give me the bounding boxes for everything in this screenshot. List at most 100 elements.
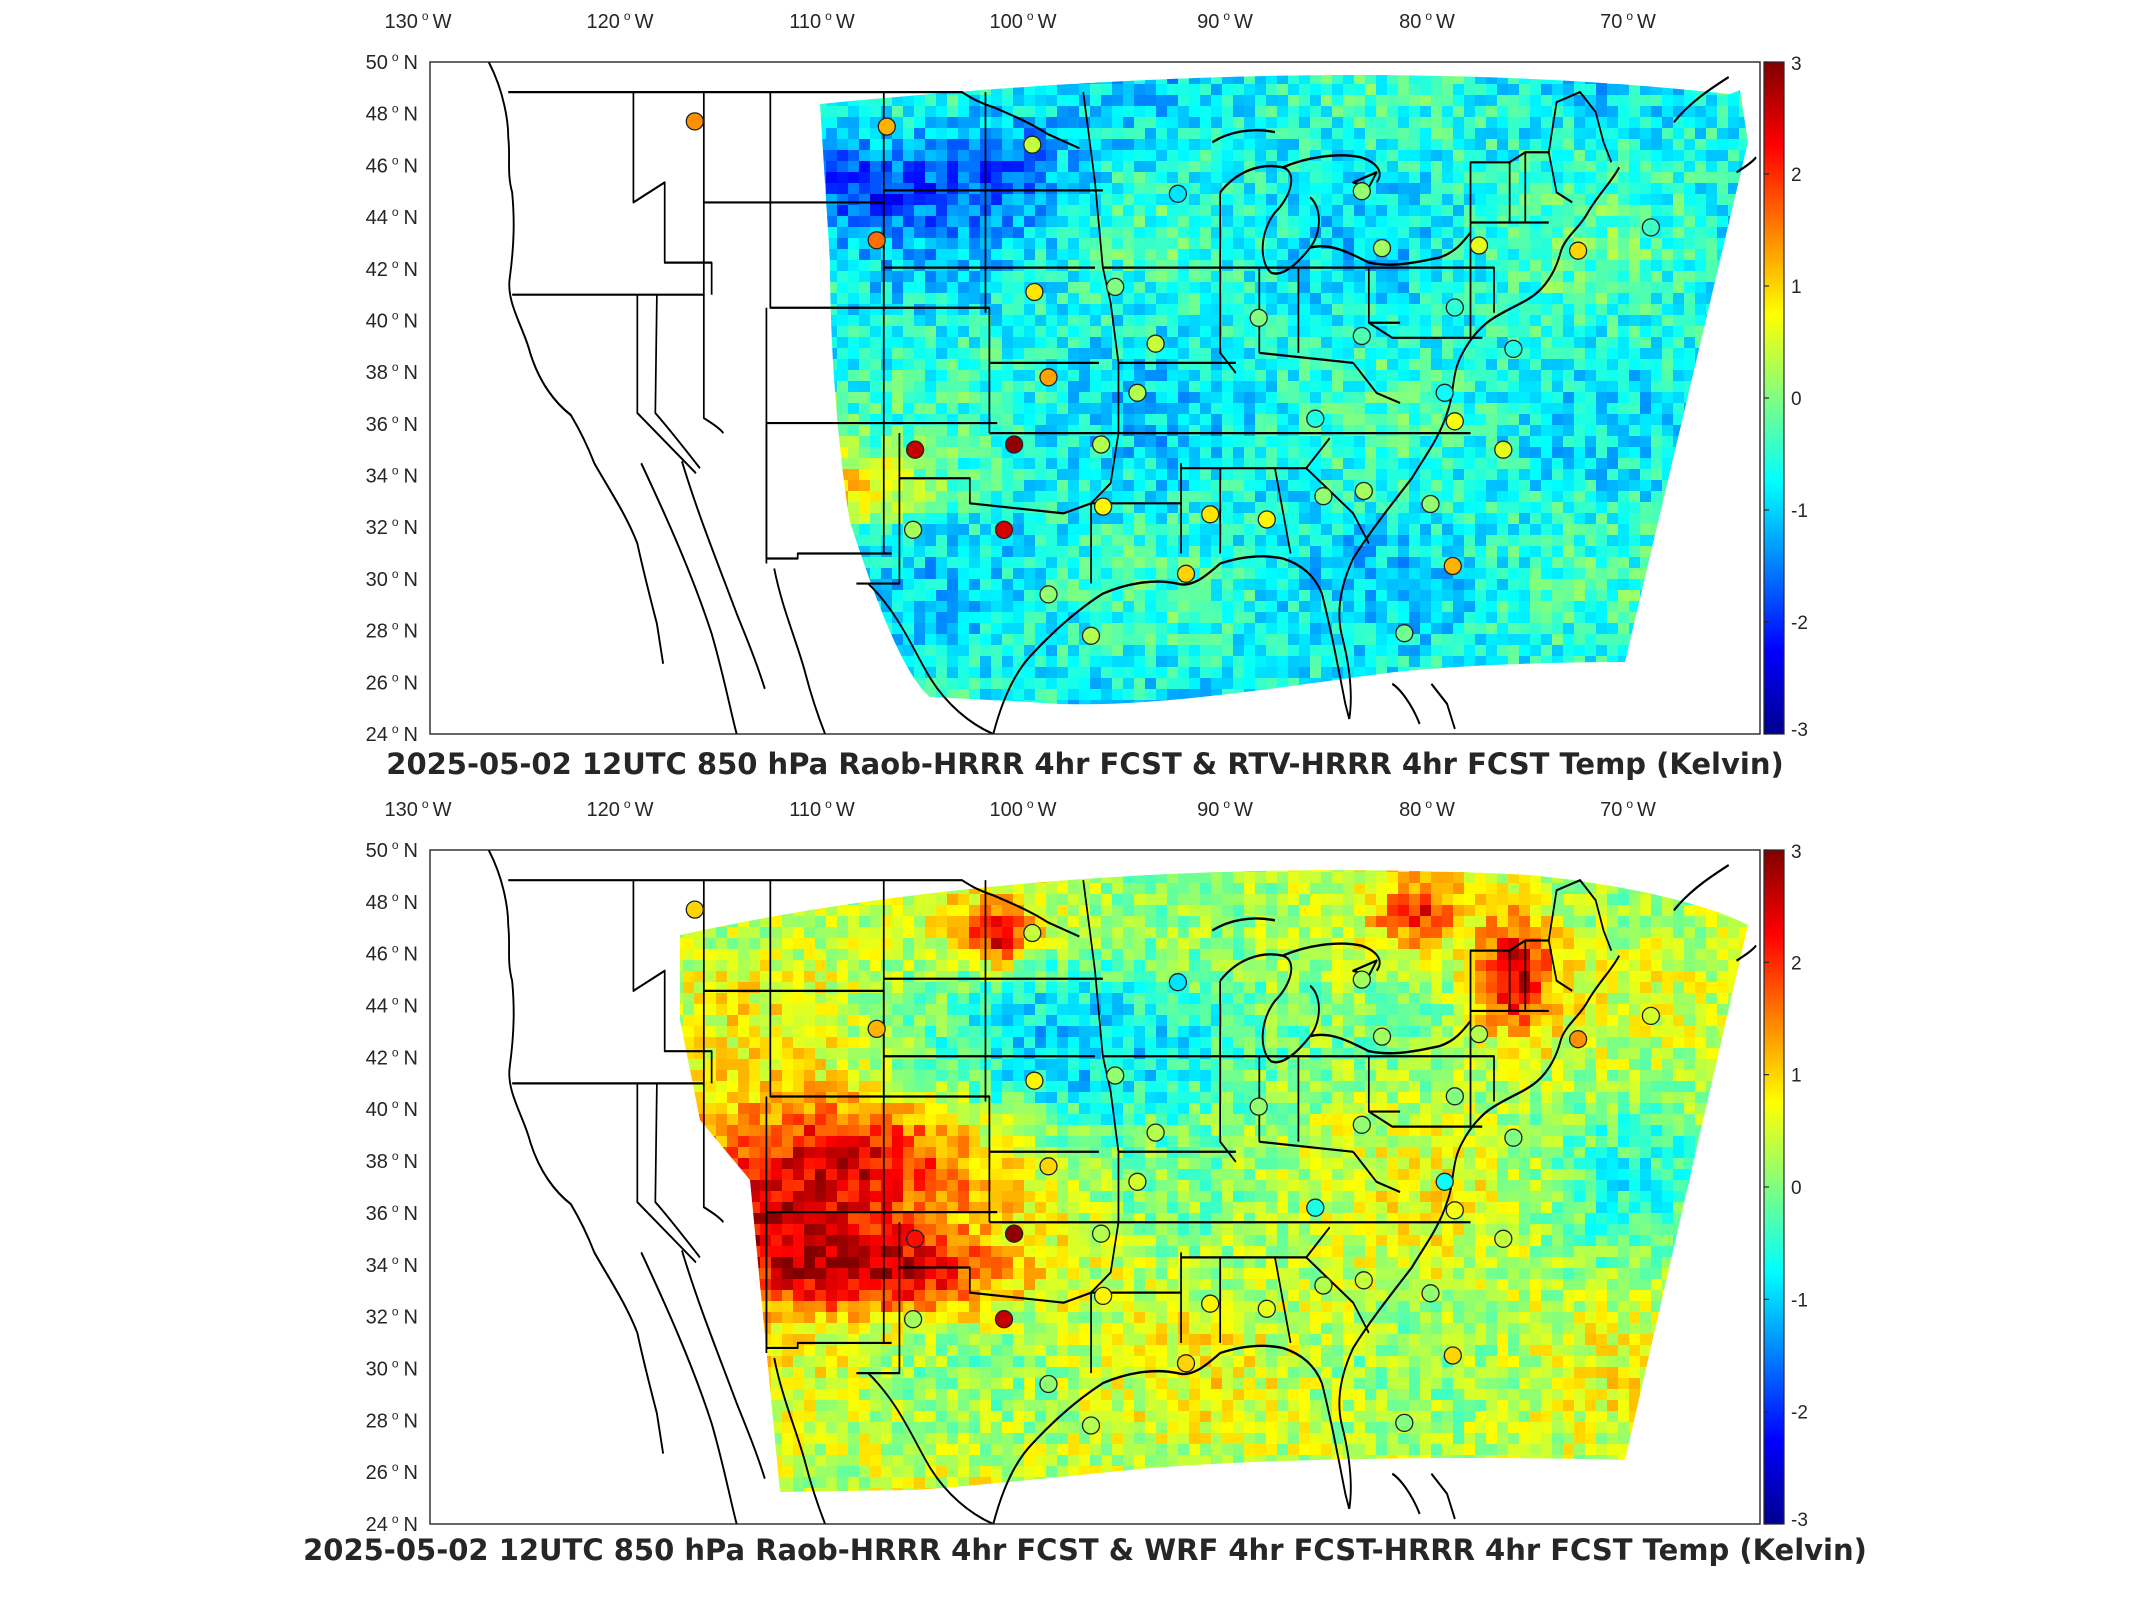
colorbar-tick-label: 0 bbox=[1791, 1178, 1802, 1199]
lat-label: 42 o N bbox=[366, 257, 418, 281]
raob-station-marker bbox=[1039, 1157, 1058, 1176]
raob-station-marker bbox=[1081, 626, 1101, 645]
lon-label: 80 o W bbox=[1399, 797, 1455, 821]
lon-label: 110 o W bbox=[789, 797, 855, 821]
raob-station-marker bbox=[1146, 334, 1165, 353]
lat-label: 26 o N bbox=[366, 670, 418, 694]
lat-label: 28 o N bbox=[366, 1408, 418, 1432]
lat-label: 44 o N bbox=[366, 205, 418, 229]
lat-label: 40 o N bbox=[366, 309, 418, 333]
raob-station-marker bbox=[1568, 1030, 1588, 1049]
lon-label: 120 o W bbox=[587, 797, 654, 821]
raob-station-marker bbox=[903, 1310, 923, 1329]
raob-station-marker bbox=[1168, 184, 1188, 203]
raob-station-marker bbox=[1443, 1346, 1462, 1365]
raob-station-marker bbox=[1352, 326, 1371, 346]
lon-label: 130 o W bbox=[385, 9, 452, 33]
lat-label: 30 o N bbox=[366, 1357, 418, 1381]
colorbar-tick-label: -3 bbox=[1791, 1510, 1808, 1531]
lat-label: 30 o N bbox=[366, 567, 418, 591]
colorbar-tick-label: 2 bbox=[1791, 953, 1802, 974]
raob-station-marker bbox=[994, 520, 1014, 539]
raob-station-marker bbox=[1093, 1286, 1113, 1306]
lat-label: 46 o N bbox=[366, 942, 418, 966]
raob-station-marker bbox=[1257, 510, 1276, 529]
raob-station-marker bbox=[1395, 624, 1414, 643]
lat-label: 24 o N bbox=[366, 722, 418, 746]
map-panel-bottom: 130 o W 120 o W 110 o W 100 o W 90 o W 80 o W 70 o W 5… bbox=[303, 797, 1867, 1567]
raob-station-marker bbox=[1081, 1416, 1101, 1435]
raob-station-marker bbox=[1445, 412, 1464, 431]
raob-station-marker bbox=[1421, 1284, 1440, 1303]
raob-station-marker bbox=[1314, 487, 1333, 506]
raob-station-marker bbox=[1106, 1066, 1125, 1085]
lat-label: 46 o N bbox=[366, 153, 418, 177]
raob-station-marker bbox=[1568, 241, 1588, 260]
raob-station-marker bbox=[1354, 481, 1373, 501]
raob-stations bbox=[685, 112, 1661, 645]
raob-station-marker bbox=[1039, 1374, 1058, 1394]
map-title: 2025-05-02 12UTC 850 hPa Raob-HRRR 4hr F… bbox=[303, 1533, 1867, 1567]
raob-station-marker bbox=[1352, 1115, 1371, 1134]
lat-label: 40 o N bbox=[366, 1097, 418, 1121]
lat-label: 38 o N bbox=[366, 360, 418, 384]
lat-label: 28 o N bbox=[366, 619, 418, 643]
raob-station-marker bbox=[1249, 308, 1268, 328]
map-title: 2025-05-02 12UTC 850 hPa Raob-HRRR 4hr F… bbox=[386, 747, 1783, 781]
raob-station-marker bbox=[1445, 1087, 1464, 1106]
raob-station-marker bbox=[1641, 1006, 1661, 1026]
lat-label: 36 o N bbox=[366, 412, 418, 436]
lon-label: 80 o W bbox=[1399, 9, 1455, 33]
raob-station-marker bbox=[905, 1229, 925, 1248]
raob-station-marker bbox=[685, 900, 704, 919]
colorbar-tick-label: -3 bbox=[1791, 720, 1808, 741]
raob-station-marker bbox=[1176, 1354, 1196, 1373]
raob-station-marker bbox=[1352, 182, 1371, 201]
raob-station-marker bbox=[877, 117, 896, 136]
lon-label: 70 o W bbox=[1600, 797, 1656, 821]
raob-station-marker bbox=[1023, 135, 1042, 154]
raob-station-marker bbox=[1504, 1128, 1523, 1147]
lon-label: 130 o W bbox=[385, 797, 452, 821]
raob-station-marker bbox=[1494, 1229, 1513, 1248]
raob-station-marker bbox=[1023, 923, 1042, 943]
raob-station-marker bbox=[1504, 339, 1523, 359]
raob-station-marker bbox=[1372, 1027, 1392, 1046]
lat-label: 48 o N bbox=[366, 102, 418, 126]
raob-station-marker bbox=[1093, 497, 1113, 516]
raob-station-marker bbox=[905, 440, 925, 459]
lat-label: 36 o N bbox=[366, 1201, 418, 1225]
raob-station-marker bbox=[1257, 1299, 1276, 1318]
raob-station-marker bbox=[1445, 298, 1464, 317]
colorbar-tick-label: 1 bbox=[1791, 277, 1802, 298]
raob-station-marker bbox=[1469, 236, 1489, 255]
raob-station-marker bbox=[1004, 1224, 1024, 1243]
raob-station-marker bbox=[1168, 973, 1188, 992]
raob-station-marker bbox=[1201, 1294, 1220, 1313]
raob-station-marker bbox=[1128, 1172, 1147, 1191]
lon-label: 110 o W bbox=[789, 9, 855, 33]
raob-station-marker bbox=[1435, 383, 1454, 402]
raob-station-marker bbox=[1306, 409, 1325, 428]
map-panel-top: 130 o W 120 o W 110 o W 100 o W 90 o W 80 o W 70 o W 5… bbox=[366, 9, 1808, 781]
colorbar-tick-label: -1 bbox=[1791, 1290, 1808, 1311]
colorbar-tick-label: -2 bbox=[1791, 1403, 1808, 1424]
map-frame bbox=[429, 849, 1761, 1525]
lon-label: 100 o W bbox=[990, 9, 1057, 33]
lon-label: 100 o W bbox=[990, 797, 1057, 821]
map-frame bbox=[429, 61, 1761, 735]
raob-station-marker bbox=[1039, 585, 1058, 604]
raob-station-marker bbox=[1106, 277, 1125, 297]
raob-stations bbox=[685, 900, 1661, 1435]
raob-station-marker bbox=[1354, 1271, 1373, 1290]
lat-label: 34 o N bbox=[366, 464, 418, 488]
lat-label: 24 o N bbox=[366, 1512, 418, 1536]
lat-labels: 50 o N 48 o N 46 o N 44 o N 42 o N 40 o N 38 o N 36 o N 34 o N 32 o N… bbox=[366, 838, 418, 1536]
raob-station-marker bbox=[994, 1310, 1014, 1329]
lat-label: 50 o N bbox=[366, 50, 418, 74]
raob-station-marker bbox=[1146, 1123, 1165, 1142]
lat-label: 38 o N bbox=[366, 1149, 418, 1173]
raob-station-marker bbox=[1494, 440, 1513, 459]
raob-station-marker bbox=[1091, 1224, 1111, 1243]
